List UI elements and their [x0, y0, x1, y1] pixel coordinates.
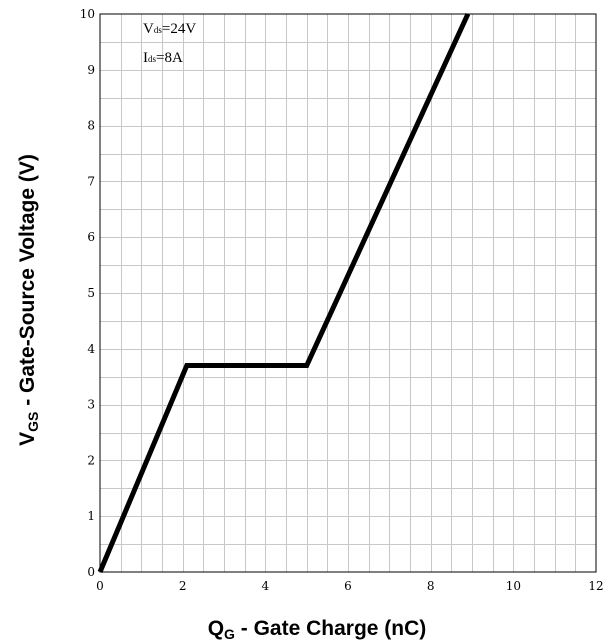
- y-tick-label: 7: [87, 174, 95, 188]
- y-tick-label: 6: [87, 230, 95, 244]
- x-tick-label: 4: [262, 579, 270, 593]
- x-tick-label: 0: [96, 579, 104, 593]
- x-tick-label: 12: [588, 579, 603, 593]
- y-tick-label: 8: [87, 119, 95, 133]
- y-tick-label: 2: [87, 453, 95, 467]
- x-tick-label: 6: [344, 579, 352, 593]
- grid: [100, 14, 596, 572]
- plot-frame: [99, 13, 597, 573]
- y-tick-label: 3: [87, 398, 95, 412]
- y-axis-title: VGS - Gate-Source Voltage (V): [16, 154, 41, 446]
- series: [97, 12, 471, 573]
- y-tick-label: 5: [87, 286, 95, 300]
- y-tick-label: 4: [87, 342, 95, 356]
- x-axis-title: QG - Gate Charge (nC): [208, 617, 427, 642]
- y-tick-label: 0: [87, 565, 95, 579]
- y-tick-label: 10: [80, 7, 95, 21]
- annotation-ids: Ids=8A: [143, 50, 183, 66]
- series-line: [97, 12, 471, 573]
- x-tick-label: 8: [427, 579, 435, 593]
- x-tick-label: 10: [506, 579, 521, 593]
- annotation-vds: Vds=24V: [143, 21, 196, 37]
- x-tick-label: 2: [179, 579, 187, 593]
- y-tick-label: 9: [87, 63, 95, 77]
- y-tick-label: 1: [87, 509, 95, 523]
